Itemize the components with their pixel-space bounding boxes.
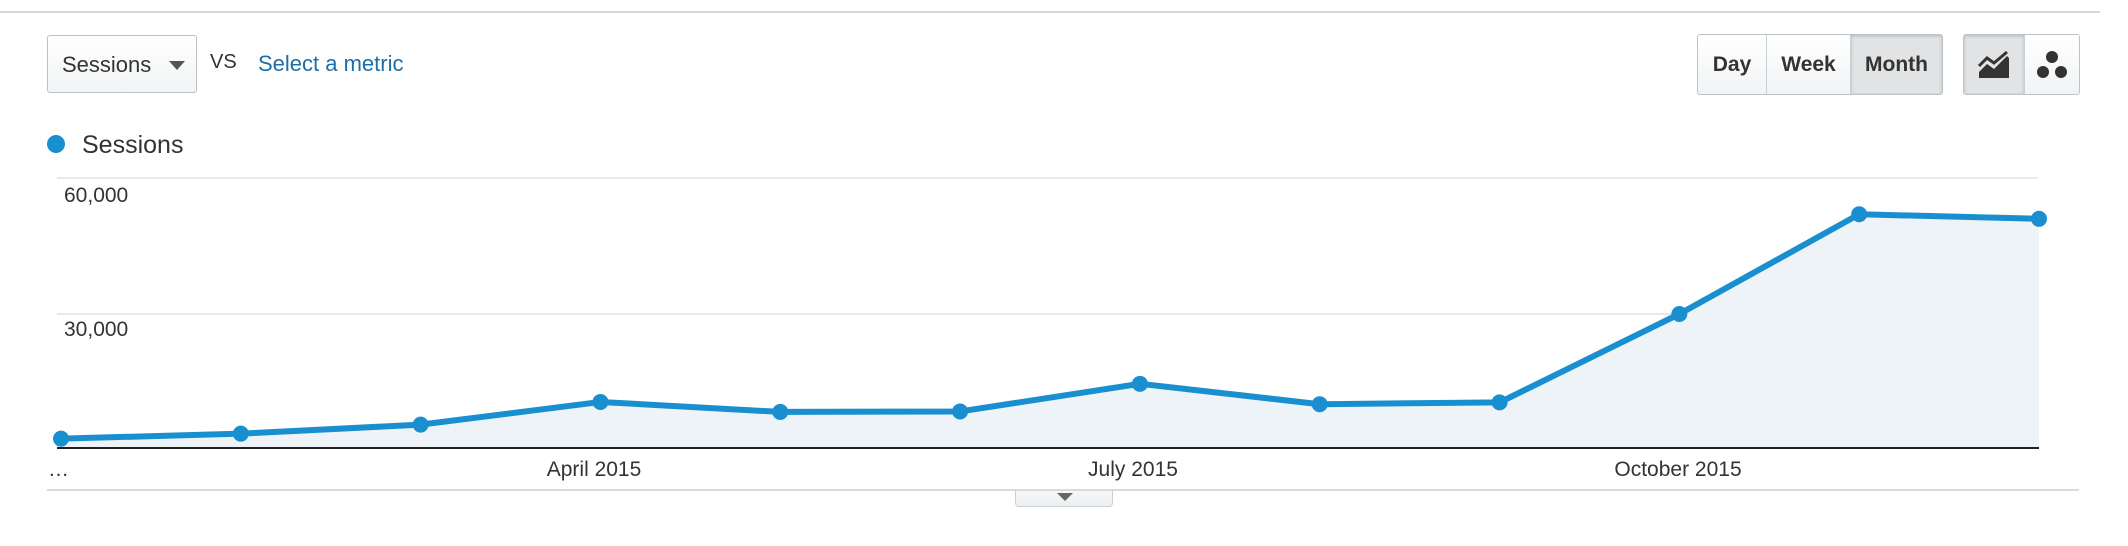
data-point[interactable] <box>412 416 429 433</box>
data-point[interactable] <box>772 403 789 420</box>
x-tick-label: April 2015 <box>546 458 642 481</box>
data-point[interactable] <box>232 425 249 442</box>
chart-collapse-handle[interactable] <box>1015 491 1113 507</box>
x-tick-label: July 2015 <box>1088 458 1178 481</box>
x-tick-label: … <box>48 458 69 481</box>
chart-type-toggle <box>1963 34 2080 95</box>
data-point[interactable] <box>1851 206 1868 223</box>
legend-marker <box>47 135 65 153</box>
y-tick-label: 30,000 <box>64 318 129 341</box>
y-tick-label: 60,000 <box>64 184 129 207</box>
legend-label[interactable]: Sessions <box>82 131 184 159</box>
series-area <box>61 214 2039 448</box>
data-point[interactable] <box>952 403 969 420</box>
data-point[interactable] <box>53 430 69 447</box>
series-line <box>60 211 2040 442</box>
x-tick-label: October 2015 <box>1614 458 1742 481</box>
select-metric-link[interactable]: Select a metric <box>258 51 404 76</box>
metric-select[interactable]: Sessions <box>47 35 197 93</box>
motion-chart-icon <box>2037 50 2067 78</box>
chevron-down-icon <box>1057 493 1073 501</box>
day-button[interactable]: Day <box>1698 35 1766 94</box>
month-button[interactable]: Month <box>1850 35 1942 94</box>
line-chart-button[interactable] <box>1964 35 2024 94</box>
data-point[interactable] <box>2031 210 2047 227</box>
data-point[interactable] <box>1131 375 1148 392</box>
line-chart-icon <box>1977 50 2009 78</box>
data-point[interactable] <box>1671 306 1688 322</box>
data-point[interactable] <box>1491 394 1508 411</box>
data-point[interactable] <box>1311 396 1328 413</box>
top-divider <box>0 11 2100 13</box>
granularity-toggle: Day Week Month <box>1697 34 1943 95</box>
vs-label: VS <box>210 51 237 73</box>
week-button[interactable]: Week <box>1766 35 1850 94</box>
metric-select-value: Sessions <box>62 52 152 77</box>
motion-chart-button[interactable] <box>2024 35 2079 94</box>
data-point[interactable] <box>592 393 609 410</box>
chevron-down-icon <box>169 61 185 70</box>
